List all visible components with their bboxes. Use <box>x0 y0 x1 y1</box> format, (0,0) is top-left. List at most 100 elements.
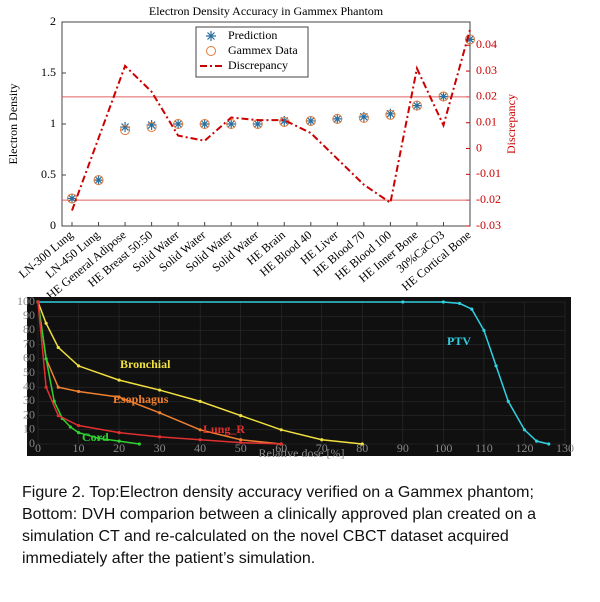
dvh-point <box>117 439 121 443</box>
dvh-point <box>441 300 445 304</box>
data-point <box>226 119 237 129</box>
y2-tick-label: 0 <box>476 140 482 154</box>
data-point <box>120 122 131 133</box>
dvh-point <box>56 414 60 418</box>
y-tick-label: 1.5 <box>41 65 56 79</box>
dvh-point <box>117 431 121 435</box>
data-point <box>67 193 77 204</box>
y-tick-label: 2 <box>50 14 56 28</box>
data-point <box>465 34 475 45</box>
dvh-point <box>44 357 48 361</box>
dvh-point <box>198 399 202 403</box>
dvh-point <box>56 345 60 350</box>
dvh-point <box>76 364 81 368</box>
data-point <box>173 119 184 129</box>
data-point <box>199 119 210 129</box>
data-point <box>252 119 263 129</box>
data-point <box>93 175 104 186</box>
dvh-point <box>76 431 81 435</box>
dvh-point <box>458 301 462 306</box>
curve-label: Cord <box>82 430 109 444</box>
dvh-point <box>158 435 162 439</box>
y2-tick-label: 0.03 <box>476 63 497 77</box>
data-point <box>67 193 77 204</box>
y-axis-label: Electron Density <box>6 84 20 165</box>
curve-label: Lung_R <box>203 422 245 436</box>
figure: Electron Density Accuracy in Gammex Phan… <box>6 4 574 460</box>
dvh-point <box>158 411 162 415</box>
dvh-point <box>547 442 551 446</box>
dvh-point <box>56 385 60 389</box>
y-tick-label: 50 <box>23 365 35 379</box>
legend-label: Prediction <box>228 28 277 42</box>
y-tick-label: 10 <box>23 422 35 436</box>
x-tick-label: 110 <box>475 441 493 455</box>
dvh-point <box>401 300 405 304</box>
dvh-point <box>158 388 162 392</box>
y2-tick-label: 0.04 <box>476 37 497 51</box>
dvh-point <box>198 428 202 432</box>
dvh-point <box>482 328 486 332</box>
chart-title: Electron Density Accuracy in Gammex Phan… <box>149 4 384 18</box>
data-point <box>173 119 184 129</box>
y-tick-label: 1 <box>50 116 56 130</box>
dvh-point <box>506 399 510 403</box>
dvh-point <box>117 378 121 382</box>
data-point <box>305 115 316 126</box>
data-point <box>465 34 475 45</box>
data-point <box>332 113 343 124</box>
curve-label: Bronchial <box>120 357 171 371</box>
y2-tick-label: -0.02 <box>476 192 501 206</box>
data-point <box>146 120 157 131</box>
dvh-point <box>76 423 81 428</box>
y-tick-label: 0 <box>29 436 35 450</box>
y2-tick-label: 0.02 <box>476 89 497 103</box>
dvh-point <box>279 428 283 432</box>
data-point <box>199 119 210 129</box>
y-tick-label: 80 <box>23 322 35 336</box>
x-axis-label: Relative dose [%] <box>259 446 345 460</box>
dvh-point <box>76 389 81 394</box>
caption: Figure 2. Top:Electron density accuracy … <box>22 482 592 570</box>
dvh-point <box>52 399 56 403</box>
data-point <box>385 108 396 119</box>
x-tick-label: 100 <box>434 441 452 455</box>
dvh-point <box>360 442 364 446</box>
discrepancy-line <box>71 29 471 211</box>
dvh-point <box>137 442 141 446</box>
data-point <box>305 115 316 126</box>
x-tick-label: 130 <box>556 441 574 455</box>
legend-box <box>195 26 309 78</box>
dvh-point <box>522 428 527 432</box>
data-point <box>146 122 157 133</box>
curve-label: PTV <box>447 334 471 348</box>
legend-marker <box>206 46 216 56</box>
data-point <box>279 115 290 126</box>
x-tick-label: 50 <box>235 441 247 455</box>
x-tick-label: 120 <box>515 441 533 455</box>
y-tick-label: 40 <box>23 379 35 393</box>
y-tick-label: 100 <box>17 294 35 308</box>
y-tick-label: 0 <box>50 218 56 232</box>
data-point <box>438 91 449 102</box>
data-point <box>332 113 343 124</box>
dvh-point <box>320 438 324 442</box>
y2-tick-label: 0.01 <box>476 114 497 128</box>
dvh-point <box>44 385 48 389</box>
y-tick-label: 60 <box>23 351 35 365</box>
data-point <box>358 112 369 123</box>
y-tick-label: 0.5 <box>41 167 56 181</box>
dvh-point <box>535 439 539 443</box>
y-tick-label: 70 <box>23 336 35 350</box>
data-point <box>93 175 104 186</box>
dvh-point <box>44 321 48 325</box>
data-point <box>438 91 449 102</box>
caption-line: immediately after the patient’s simulati… <box>22 550 316 567</box>
data-point <box>358 111 369 122</box>
legend-marker <box>206 31 216 41</box>
curve-label: Esophagus <box>113 392 169 406</box>
x-tick-label: 10 <box>73 441 85 455</box>
data-point <box>226 119 237 129</box>
caption-line: Figure 2. Top:Electron density accuracy … <box>22 484 534 501</box>
